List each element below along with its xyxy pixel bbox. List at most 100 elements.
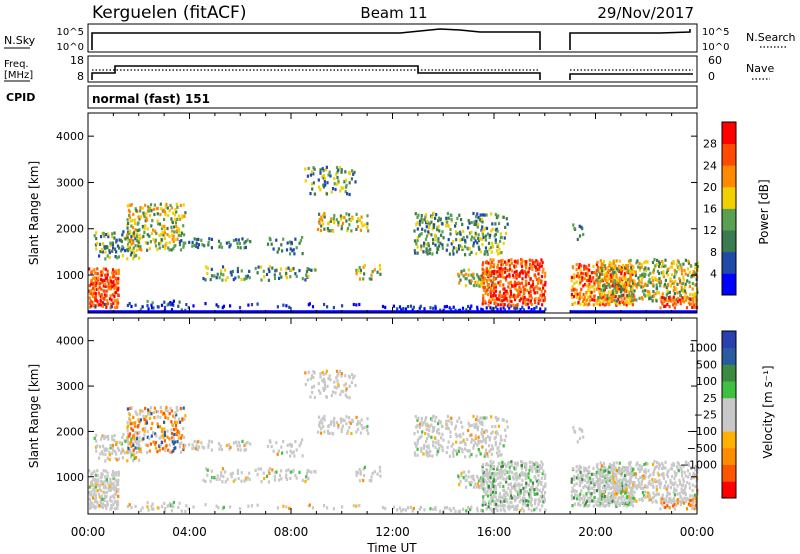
power-cell [470, 235, 474, 239]
velocity-cell [496, 467, 499, 471]
velocity-cell [484, 478, 487, 482]
velocity-cell [304, 382, 307, 387]
power-cell [416, 215, 419, 219]
velocity-cell [470, 423, 473, 427]
velocity-cell [692, 501, 695, 505]
power-cell [292, 248, 295, 252]
velocity-cell [197, 440, 200, 444]
power-cell [481, 302, 484, 306]
velocity-cell [91, 483, 94, 488]
power-cell [360, 221, 363, 225]
velocity-cell [110, 506, 113, 510]
velocity-cell [344, 382, 347, 386]
power-cell [350, 177, 353, 181]
power-cell [146, 233, 149, 237]
power-cell [358, 218, 361, 222]
power-cell [299, 239, 302, 243]
velocity-cell [200, 441, 203, 445]
velocity-cell [682, 501, 686, 505]
power-cell [640, 265, 643, 269]
power-cell [687, 273, 690, 277]
velocity-cell [525, 467, 528, 471]
power-cell [88, 284, 91, 288]
velocity-cell [544, 473, 547, 477]
power-cell [173, 238, 177, 242]
power-cell [633, 295, 636, 299]
power-cell [580, 264, 583, 268]
power-cell [690, 275, 693, 279]
velocity-cell [603, 479, 606, 483]
cpid-label: CPID [6, 91, 35, 104]
power-cell [535, 259, 538, 263]
velocity-cell [486, 494, 490, 498]
velocity-cell [208, 439, 211, 443]
power-cell [603, 303, 606, 307]
velocity-cell [411, 509, 414, 513]
power-cell [494, 222, 497, 226]
velocity-cell [527, 472, 530, 476]
power-cell [638, 283, 641, 287]
velocity-cell [433, 425, 436, 430]
velocity-cell [158, 425, 162, 429]
velocity-cell [608, 487, 611, 491]
velocity-cell [664, 505, 667, 509]
power-cell [505, 262, 508, 266]
power-cell [458, 281, 461, 285]
power-cell [256, 302, 259, 306]
velocity-cell [647, 481, 650, 486]
power-cell [479, 237, 482, 241]
power-cell [114, 276, 117, 280]
power-cell [294, 272, 297, 276]
power-cell [581, 227, 584, 231]
power-cell [516, 288, 519, 292]
velocity-cell [664, 460, 667, 464]
velocity-cell [579, 475, 582, 479]
velocity-cell [679, 495, 683, 499]
velocity-cell [484, 448, 488, 452]
velocity-cell [170, 428, 173, 432]
x-axis-label: Time UT [366, 541, 417, 554]
power-cell [96, 272, 99, 276]
velocity-cell [126, 429, 129, 433]
velocity-cell [623, 486, 626, 490]
velocity-cell [115, 452, 118, 456]
power-cell [101, 296, 104, 300]
power-cell [544, 271, 547, 275]
power-cell [144, 224, 147, 228]
velocity-cell [467, 428, 470, 433]
velocity-cell [475, 418, 478, 422]
velocity-cell [499, 508, 502, 512]
power-cell [478, 277, 481, 281]
power-cell [663, 304, 666, 308]
power-cell [470, 250, 473, 254]
velocity-cell [694, 496, 697, 500]
velocity-cell [606, 467, 609, 471]
power-cell [598, 275, 601, 280]
velocity-cell [319, 375, 322, 379]
velocity-cell [485, 429, 489, 433]
power-cell [683, 269, 686, 273]
power-cell [482, 296, 485, 300]
power-cell [420, 217, 423, 221]
power-cell [154, 229, 157, 233]
power-cell [439, 217, 442, 221]
velocity-cell [627, 479, 630, 483]
power-cell [631, 299, 634, 303]
velocity-cell [114, 478, 117, 482]
velocity-cell [130, 444, 133, 449]
velocity-cell [647, 469, 650, 473]
velocity-cell [144, 443, 147, 447]
velocity-cell [665, 473, 668, 477]
power-cell [606, 276, 609, 281]
velocity-cell [688, 486, 691, 490]
velocity-cell [331, 390, 335, 394]
power-cell [530, 264, 533, 268]
velocity-cell [151, 421, 154, 425]
power-cell [335, 172, 338, 176]
velocity-cell [473, 423, 476, 427]
power-ytick-label-1: 2000 [56, 223, 84, 236]
power-cell [504, 225, 507, 230]
velocity-cell [696, 466, 700, 471]
velocity-cell [652, 472, 655, 476]
power-cell [654, 276, 657, 280]
